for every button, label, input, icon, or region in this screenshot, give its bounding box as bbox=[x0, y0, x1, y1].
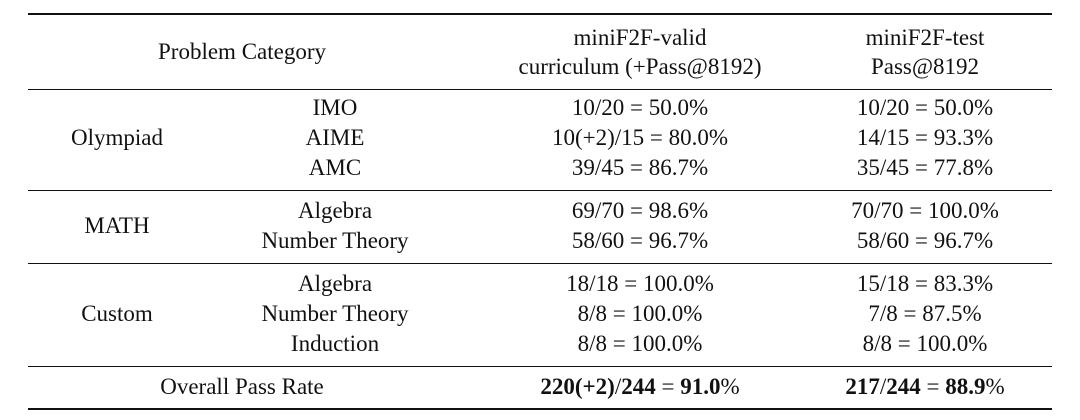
header-rule bbox=[28, 89, 1052, 90]
valid-result: 8/8 = 100.0% bbox=[577, 301, 703, 326]
category: Custom bbox=[81, 301, 153, 326]
subcategory: IMO bbox=[312, 95, 358, 120]
test-result: 35/45 = 77.8% bbox=[856, 155, 994, 180]
test-result: 10/20 = 50.0% bbox=[856, 95, 994, 120]
subcategory: Induction bbox=[290, 331, 380, 356]
subcategory: Number Theory bbox=[261, 228, 409, 253]
group-rule bbox=[28, 190, 1052, 191]
valid-result: 39/45 = 86.7% bbox=[571, 155, 709, 180]
subcategory: AIME bbox=[305, 125, 365, 150]
test-result: 14/15 = 93.3% bbox=[856, 125, 994, 150]
test-result: 70/70 = 100.0% bbox=[851, 198, 999, 223]
subcategory: Number Theory bbox=[261, 301, 409, 326]
overall-test: 217/244 = 88.9% bbox=[845, 374, 1005, 399]
subcategory: Algebra bbox=[297, 198, 373, 223]
bottom-rule bbox=[28, 408, 1052, 410]
valid-result: 18/18 = 100.0% bbox=[566, 271, 714, 296]
overall-label: Overall Pass Rate bbox=[160, 374, 324, 399]
group-rule bbox=[28, 366, 1052, 367]
header-valid: miniF2F-valid bbox=[573, 25, 707, 50]
subcategory: Algebra bbox=[297, 271, 373, 296]
header-test: Pass@8192 bbox=[870, 54, 980, 79]
test-result: 8/8 = 100.0% bbox=[862, 331, 988, 356]
header-valid: curriculum (+Pass@8192) bbox=[518, 54, 762, 79]
header-test: miniF2F-test bbox=[865, 25, 985, 50]
overall-valid: 220(+2)/244 = 91.0% bbox=[540, 374, 740, 399]
subcategory: AMC bbox=[308, 155, 362, 180]
valid-result: 10(+2)/15 = 80.0% bbox=[551, 125, 729, 150]
valid-result: 69/70 = 98.6% bbox=[571, 198, 709, 223]
top-rule bbox=[28, 13, 1052, 15]
valid-result: 58/60 = 96.7% bbox=[571, 228, 709, 253]
group-rule bbox=[28, 263, 1052, 264]
header-category: Problem Category bbox=[158, 39, 326, 64]
category: Olympiad bbox=[71, 125, 163, 150]
valid-result: 8/8 = 100.0% bbox=[577, 331, 703, 356]
category: MATH bbox=[84, 213, 150, 238]
test-result: 7/8 = 87.5% bbox=[868, 301, 982, 326]
test-result: 58/60 = 96.7% bbox=[856, 228, 994, 253]
valid-result: 10/20 = 50.0% bbox=[571, 95, 709, 120]
test-result: 15/18 = 83.3% bbox=[856, 271, 994, 296]
